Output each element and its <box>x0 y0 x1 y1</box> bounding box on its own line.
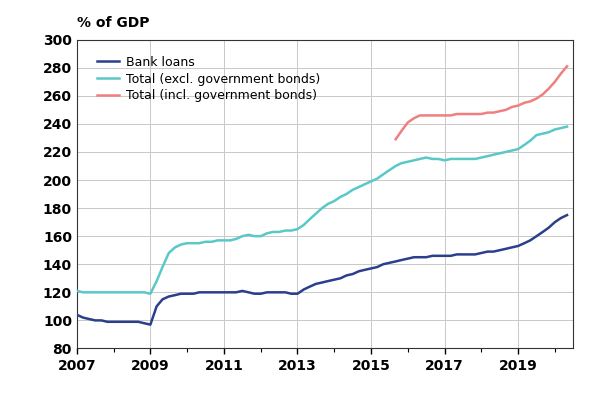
Bank loans <box>502 246 509 251</box>
Bank loans <box>73 312 80 317</box>
Bank loans <box>349 272 356 276</box>
Total (incl. government bonds) <box>411 116 418 121</box>
Bank loans <box>478 251 485 255</box>
Total (excl. government bonds) <box>521 143 528 147</box>
Total (excl. government bonds) <box>502 150 509 154</box>
Total (excl. government bonds) <box>441 158 448 163</box>
Total (incl. government bonds) <box>563 64 570 69</box>
Text: % of GDP: % of GDP <box>77 16 150 30</box>
Total (incl. government bonds) <box>404 120 411 125</box>
Total (incl. government bonds) <box>429 113 436 118</box>
Total (excl. government bonds) <box>478 155 485 160</box>
Total (incl. government bonds) <box>417 113 424 118</box>
Total (incl. government bonds) <box>459 112 466 116</box>
Bank loans <box>386 261 393 265</box>
Bank loans <box>441 253 448 258</box>
Total (incl. government bonds) <box>472 112 479 116</box>
Line: Total (excl. government bonds): Total (excl. government bonds) <box>77 127 567 294</box>
Total (incl. government bonds) <box>551 79 558 84</box>
Total (incl. government bonds) <box>508 105 515 109</box>
Total (incl. government bonds) <box>490 110 497 115</box>
Total (incl. government bonds) <box>539 92 546 97</box>
Total (incl. government bonds) <box>521 101 528 105</box>
Total (excl. government bonds) <box>563 124 570 129</box>
Total (incl. government bonds) <box>515 103 522 108</box>
Bank loans <box>521 241 528 246</box>
Total (incl. government bonds) <box>484 110 491 115</box>
Total (incl. government bonds) <box>527 99 534 104</box>
Total (incl. government bonds) <box>453 112 460 116</box>
Total (incl. government bonds) <box>478 112 485 116</box>
Total (incl. government bonds) <box>466 112 473 116</box>
Total (incl. government bonds) <box>557 71 564 76</box>
Line: Bank loans: Bank loans <box>77 215 567 325</box>
Total (incl. government bonds) <box>533 96 540 101</box>
Bank loans <box>147 322 154 327</box>
Total (incl. government bonds) <box>423 113 430 118</box>
Total (excl. government bonds) <box>349 187 356 192</box>
Total (incl. government bonds) <box>496 109 504 114</box>
Total (excl. government bonds) <box>386 168 393 173</box>
Total (incl. government bonds) <box>398 128 405 133</box>
Total (incl. government bonds) <box>502 107 509 112</box>
Total (excl. government bonds) <box>73 289 80 293</box>
Bank loans <box>563 213 570 217</box>
Line: Total (incl. government bonds): Total (incl. government bonds) <box>395 66 567 139</box>
Total (incl. government bonds) <box>545 86 552 91</box>
Total (incl. government bonds) <box>392 137 399 142</box>
Legend: Bank loans, Total (excl. government bonds), Total (incl. government bonds): Bank loans, Total (excl. government bond… <box>93 52 323 106</box>
Total (incl. government bonds) <box>435 113 442 118</box>
Total (incl. government bonds) <box>447 113 454 118</box>
Total (excl. government bonds) <box>147 291 154 296</box>
Total (incl. government bonds) <box>441 113 448 118</box>
